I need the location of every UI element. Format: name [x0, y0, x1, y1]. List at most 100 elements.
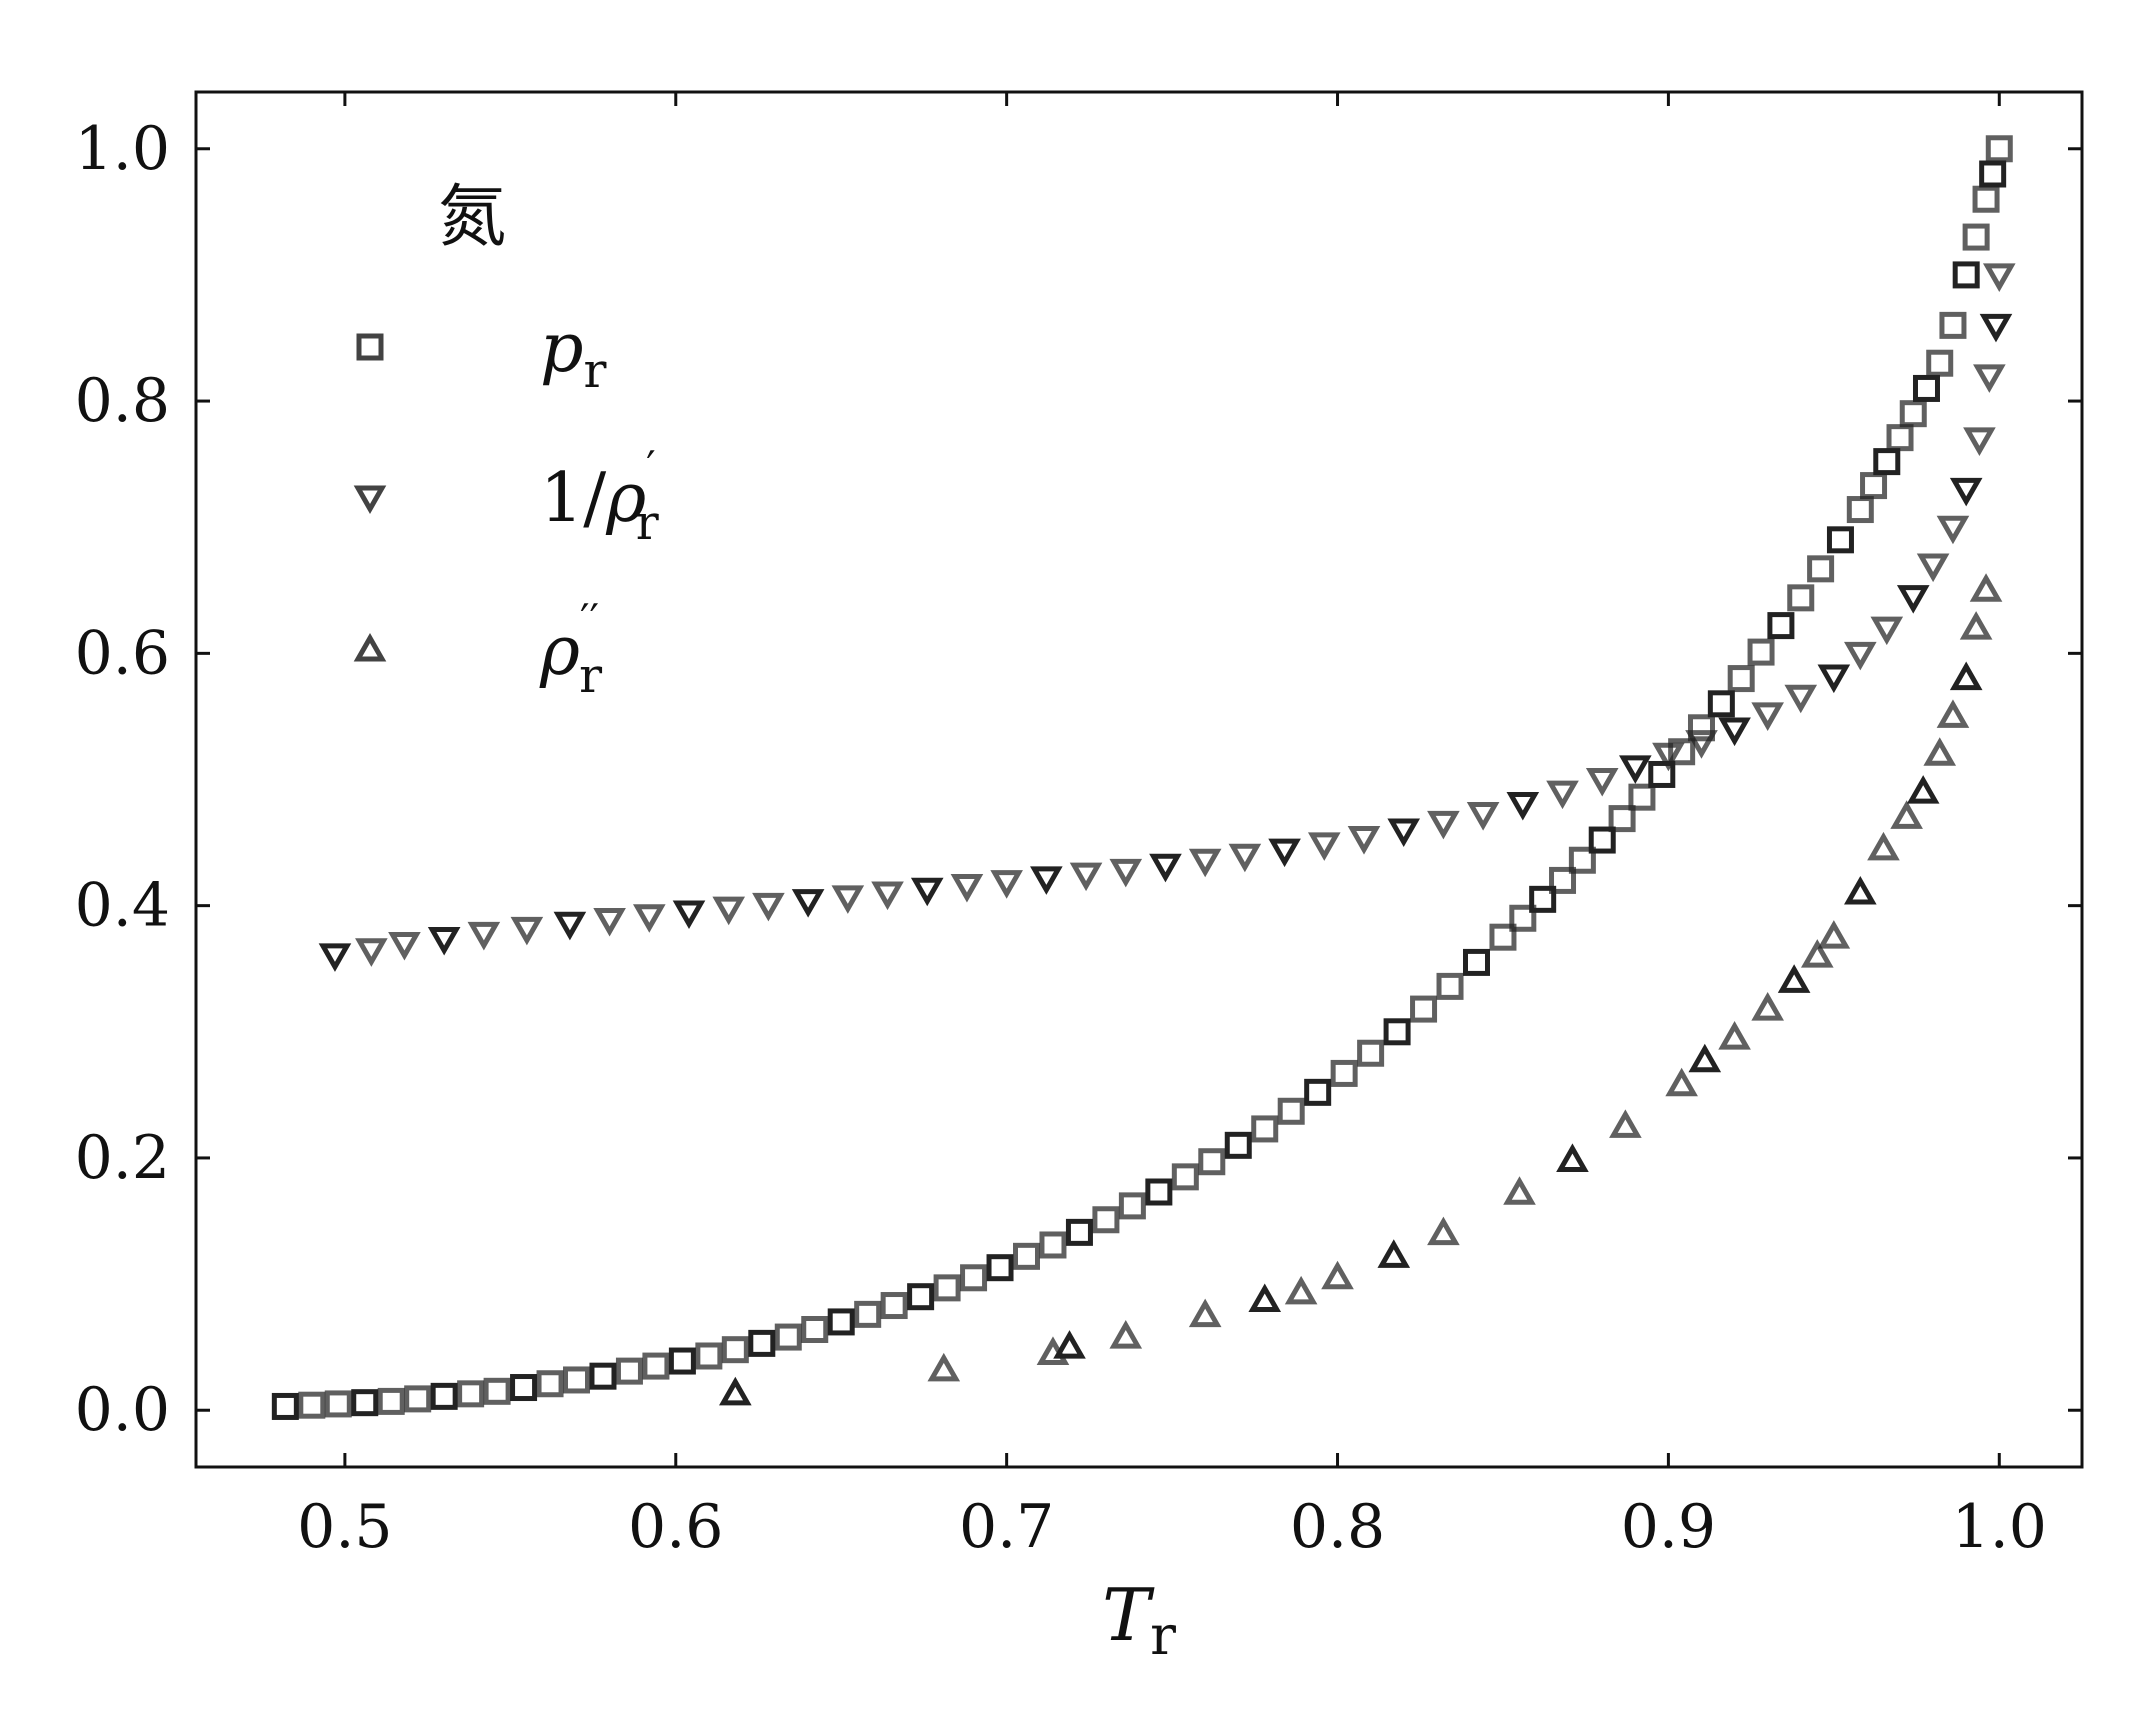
- x-tick-label: 0.8: [1290, 1492, 1385, 1562]
- data-point-square: [563, 1366, 591, 1394]
- data-point-triangle-down: [1936, 515, 1970, 545]
- data-point-square: [1648, 760, 1676, 788]
- data-point-triangle-up: [1053, 1330, 1086, 1359]
- data-point-triangle-down: [871, 881, 904, 911]
- data-point-triangle-up: [1609, 1109, 1642, 1138]
- data-point-triangle-down: [950, 873, 984, 903]
- data-point-triangle-up: [1665, 1067, 1698, 1097]
- data-point-square: [1962, 223, 1990, 251]
- y-tick-label: 0.6: [75, 618, 170, 688]
- data-point-triangle-down: [510, 916, 544, 946]
- data-point-square: [510, 1374, 538, 1402]
- data-point-square: [907, 1283, 935, 1311]
- data-point-triangle-down: [1427, 810, 1460, 840]
- data-point-triangle-down: [1069, 862, 1103, 892]
- data-point-square: [1509, 904, 1537, 932]
- y-tick-label: 0.0: [75, 1375, 170, 1445]
- data-point-square: [1628, 783, 1656, 811]
- data-point-square: [1118, 1192, 1146, 1220]
- data-point-triangle-up: [719, 1376, 752, 1406]
- data-point-triangle-up: [1959, 611, 1993, 640]
- data-point-square: [1826, 526, 1854, 554]
- data-point-triangle-down: [1973, 364, 2006, 393]
- data-point-triangle-down: [1751, 702, 1784, 731]
- data-point-triangle-down: [467, 921, 501, 951]
- data-point-triangle-down: [1619, 755, 1652, 784]
- data-point-triangle-up: [1844, 875, 1877, 905]
- legend-title: 氮: [438, 178, 506, 257]
- data-point-square: [1549, 866, 1577, 894]
- data-point-square: [1145, 1178, 1173, 1206]
- data-point-triangle-down: [1963, 427, 1996, 456]
- data-point-triangle-down: [831, 885, 865, 914]
- data-point-triangle-down: [1784, 684, 1818, 714]
- y-tick-label: 0.2: [75, 1123, 170, 1193]
- data-point-square: [1277, 1097, 1305, 1125]
- data-point-square: [1251, 1115, 1279, 1143]
- data-point-triangle-down: [1149, 853, 1182, 883]
- data-point-triangle-down: [553, 911, 587, 941]
- data-point-triangle-up: [1321, 1260, 1354, 1290]
- data-point-triangle-down: [1916, 553, 1950, 583]
- data-point-square: [1727, 665, 1755, 693]
- data-point-square: [1171, 1163, 1199, 1191]
- data-point-square: [1846, 496, 1874, 524]
- data-point-triangle-up: [1817, 920, 1851, 949]
- data-point-square: [1065, 1218, 1093, 1246]
- data-point-square: [1707, 690, 1735, 718]
- data-point-square: [1985, 135, 2013, 163]
- data-point-square: [377, 1387, 405, 1415]
- data-point-triangle-down: [1030, 866, 1063, 895]
- data-point-square: [774, 1323, 802, 1351]
- data-point-square: [1873, 448, 1901, 476]
- data-point-square: [1926, 349, 1954, 377]
- data-point-triangle-up: [1377, 1239, 1411, 1268]
- data-point-triangle-up: [1777, 964, 1811, 993]
- data-point-triangle-down: [990, 870, 1023, 899]
- data-point-triangle-up: [1890, 800, 1923, 829]
- data-point-triangle-up: [1923, 737, 1957, 766]
- data-point-square: [1568, 846, 1596, 874]
- data-point-square: [1224, 1131, 1252, 1159]
- x-tick-label: 0.9: [1621, 1492, 1716, 1562]
- x-tick-label: 0.7: [959, 1492, 1054, 1562]
- x-tick-label: 1.0: [1952, 1492, 2047, 1562]
- data-point-square: [986, 1254, 1014, 1282]
- data-point-square: [1198, 1148, 1226, 1176]
- y-tick-label: 0.8: [75, 366, 170, 436]
- data-point-square: [1886, 424, 1914, 452]
- data-point-triangle-down: [427, 926, 461, 956]
- data-point-square: [1462, 948, 1490, 976]
- data-point-square: [430, 1382, 458, 1410]
- legend-label: 1/ρ′ r: [540, 442, 659, 551]
- data-point-square: [1807, 555, 1835, 583]
- data-point-square: [1979, 160, 2007, 188]
- data-point-square: [1357, 1039, 1385, 1067]
- data-point-triangle-up: [1556, 1143, 1589, 1172]
- legend-marker-triangle-up: [353, 632, 387, 662]
- data-point-square: [1529, 885, 1557, 913]
- data-point-square: [351, 1389, 379, 1417]
- data-point-square: [695, 1342, 723, 1370]
- data-point-triangle-down: [355, 938, 388, 967]
- data-point-triangle-down: [752, 892, 785, 922]
- data-point-square: [1013, 1242, 1041, 1270]
- data-point-square: [483, 1377, 511, 1405]
- data-point-triangle-down: [1870, 616, 1904, 646]
- data-point-triangle-down: [1109, 858, 1143, 888]
- x-axis-label: Tr: [1102, 1573, 1176, 1667]
- data-point-square: [1588, 826, 1616, 854]
- data-point-triangle-up: [1800, 939, 1834, 968]
- data-point-triangle-down: [910, 877, 944, 907]
- data-point-triangle-up: [1906, 775, 1940, 804]
- data-point-triangle-down: [1844, 641, 1877, 671]
- data-point-square: [933, 1274, 961, 1302]
- data-point-square: [1383, 1018, 1411, 1046]
- data-point-square: [1489, 923, 1517, 951]
- data-point-triangle-down: [1979, 313, 2013, 343]
- data-point-square: [1912, 374, 1940, 402]
- data-point-square: [1410, 995, 1438, 1023]
- data-point-square: [404, 1385, 432, 1413]
- data-point-square: [1039, 1231, 1067, 1259]
